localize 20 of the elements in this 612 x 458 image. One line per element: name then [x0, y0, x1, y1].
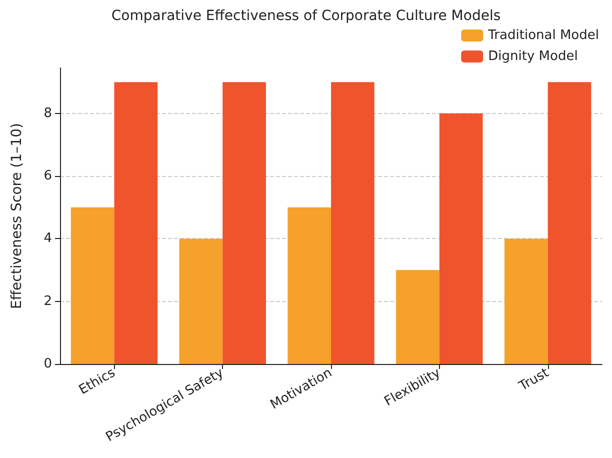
y-tick-label: 2: [44, 294, 52, 309]
bar: [331, 82, 374, 364]
bar: [504, 238, 548, 364]
legend-label: Traditional Model: [487, 28, 600, 43]
bar: [548, 82, 592, 364]
bar: [439, 113, 483, 364]
bar: [179, 238, 223, 364]
y-tick-label: 6: [44, 168, 52, 184]
bar: [396, 270, 440, 364]
bar: [70, 207, 114, 364]
bar: [288, 207, 331, 364]
legend-label: Dignity Model: [488, 49, 578, 64]
y-axis-title: Effectiveness Score (1–10): [9, 123, 25, 309]
y-tick-label: 8: [44, 106, 52, 121]
y-tick-label: 4: [44, 231, 52, 246]
y-tick-label: 0: [44, 356, 52, 372]
bar: [114, 82, 158, 364]
x-tick-label: Trust: [516, 366, 552, 395]
bar: [222, 82, 266, 364]
chart-title: Comparative Effectiveness of Corporate Culture Models: [111, 8, 501, 24]
